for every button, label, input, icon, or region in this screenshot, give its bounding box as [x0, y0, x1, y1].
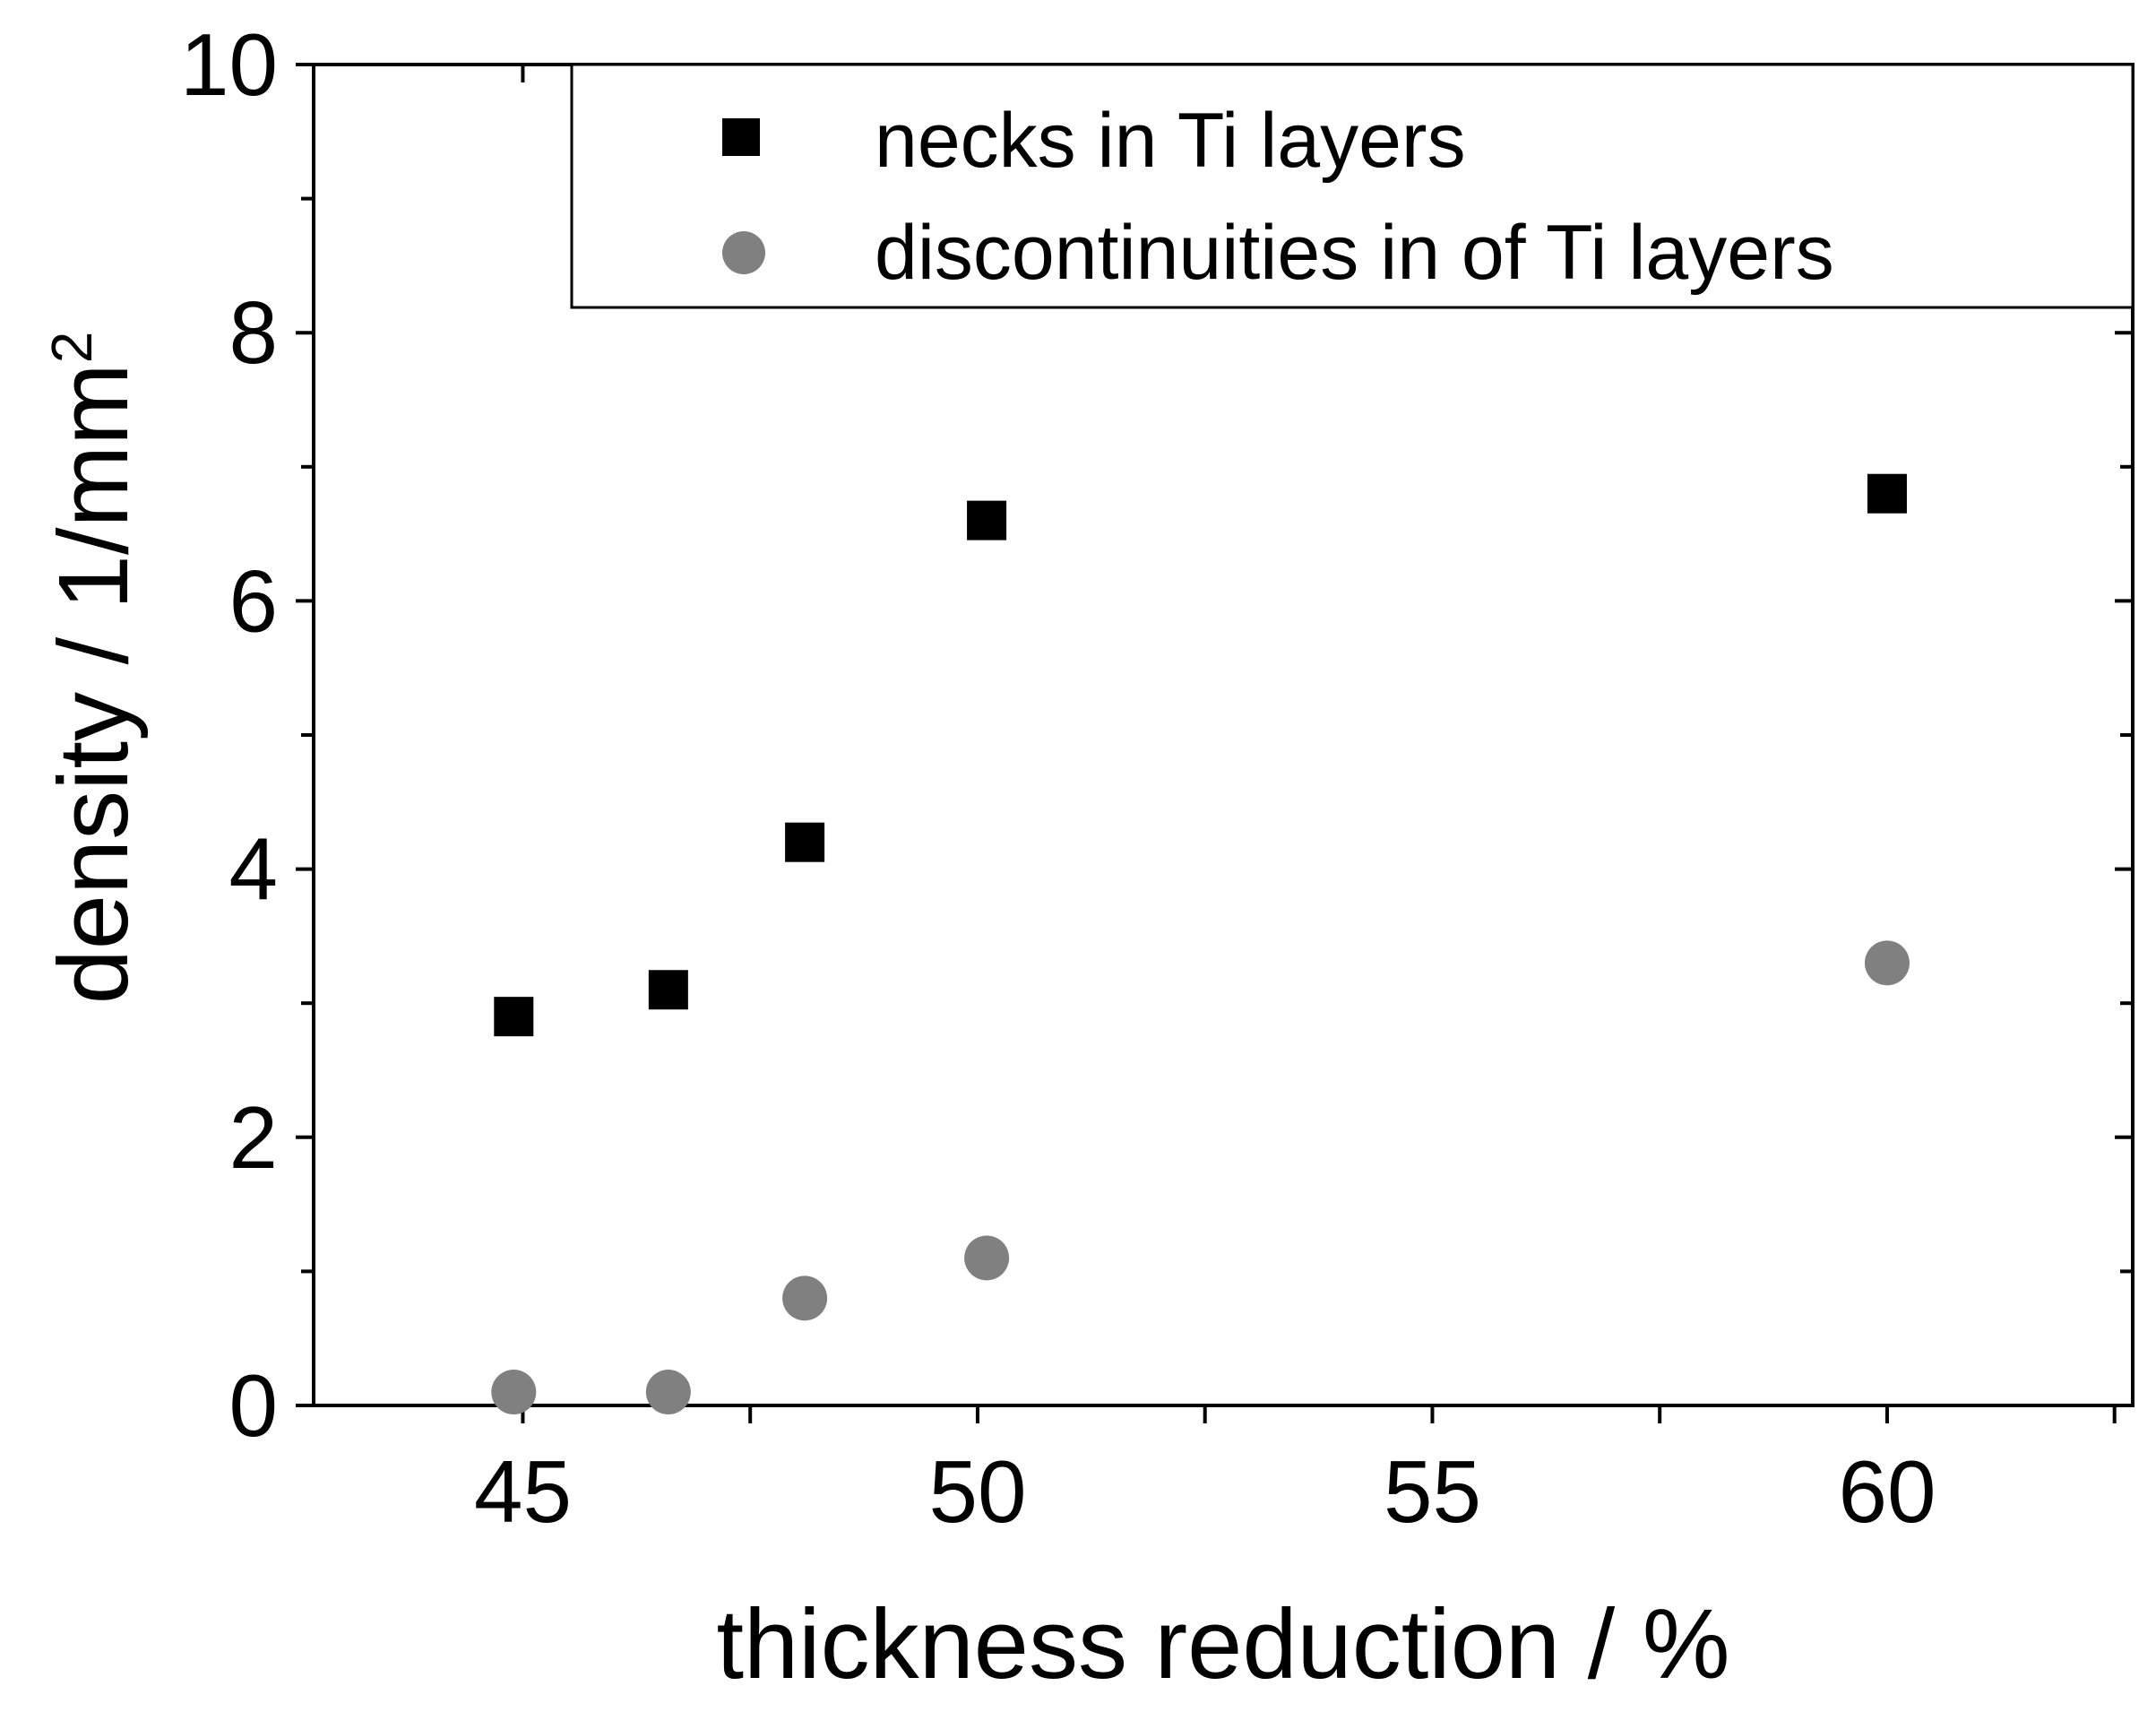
y-axis-label-main: density / 1/mm	[39, 363, 149, 1004]
x-tick-label: 45	[474, 1442, 572, 1541]
y-tick-label: 4	[229, 820, 278, 919]
x-tick-label: 50	[928, 1442, 1026, 1541]
data-point-necks	[1867, 473, 1907, 514]
y-tick-label: 10	[180, 15, 278, 114]
y-axis: 0 2 4 6 8 10	[180, 15, 2133, 1455]
data-point-discontinuities	[491, 1370, 537, 1415]
x-axis-label: thickness reduction / %	[716, 1589, 1729, 1699]
y-tick-label: 6	[229, 551, 278, 650]
data-point-discontinuities	[782, 1275, 828, 1321]
x-tick-label: 60	[1838, 1442, 1936, 1541]
y-tick-label: 2	[229, 1088, 278, 1187]
y-tick-label: 8	[229, 283, 278, 382]
legend-marker-necks	[722, 118, 760, 156]
legend-label-discontinuities: discontinuities in of Ti layers	[875, 210, 1834, 296]
data-point-necks	[967, 500, 1007, 540]
y-axis-label: density / 1/mm2	[39, 332, 149, 1005]
legend: necks in Ti layers discontinuities in of…	[570, 63, 2134, 309]
legend-box	[570, 63, 2134, 309]
data-points	[491, 473, 1910, 1415]
data-point-necks	[648, 970, 688, 1010]
x-axis: 45 50 55 60	[474, 65, 2117, 1541]
y-tick-label: 0	[229, 1356, 278, 1455]
legend-label-necks: necks in Ti layers	[875, 98, 1466, 184]
x-tick-label: 55	[1384, 1442, 1481, 1541]
data-point-necks	[494, 997, 534, 1037]
data-point-necks	[785, 822, 825, 862]
legend-marker-discontinuities	[722, 231, 765, 274]
data-point-discontinuities	[964, 1235, 1010, 1281]
data-point-discontinuities	[1864, 940, 1910, 986]
data-point-discontinuities	[645, 1370, 691, 1415]
y-axis-label-superscript: 2	[39, 332, 104, 364]
